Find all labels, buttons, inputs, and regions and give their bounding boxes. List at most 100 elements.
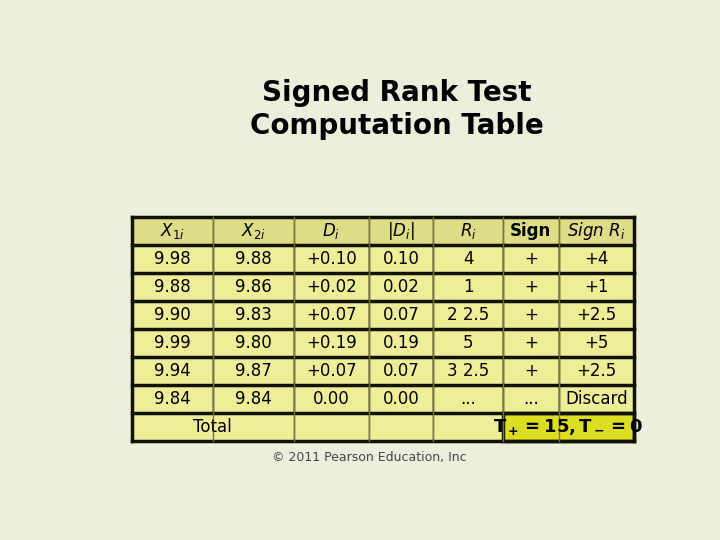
Text: +: +	[524, 362, 538, 380]
Bar	[369, 273, 433, 301]
Text: 9.90: 9.90	[154, 306, 191, 324]
Bar	[559, 385, 634, 413]
Bar	[503, 329, 559, 357]
Bar	[503, 385, 559, 413]
Text: $|D_i|$: $|D_i|$	[387, 220, 415, 241]
Bar	[132, 329, 213, 357]
Text: $R_i$: $R_i$	[459, 221, 477, 241]
Text: $\mathbf{T_+= 15, T_-= 0}$: $\mathbf{T_+= 15, T_-= 0}$	[493, 417, 644, 437]
Bar	[213, 217, 294, 245]
Text: Discard: Discard	[565, 390, 628, 408]
Bar	[294, 357, 369, 385]
Text: 1: 1	[463, 278, 473, 296]
Text: Total: Total	[194, 418, 232, 436]
Text: +0.07: +0.07	[306, 306, 356, 324]
Bar	[213, 301, 294, 329]
Bar	[132, 357, 213, 385]
Text: 9.84: 9.84	[235, 390, 271, 408]
Text: ...: ...	[460, 390, 476, 408]
Bar	[503, 217, 559, 245]
Bar	[213, 273, 294, 301]
Bar	[213, 357, 294, 385]
Bar	[503, 273, 559, 301]
Text: +2.5: +2.5	[576, 362, 616, 380]
Bar	[433, 217, 503, 245]
Text: 9.88: 9.88	[235, 249, 271, 268]
Text: +: +	[524, 278, 538, 296]
Text: Sign $R_i$: Sign $R_i$	[567, 220, 626, 241]
Bar	[559, 329, 634, 357]
Bar	[294, 245, 369, 273]
Bar	[503, 301, 559, 329]
Text: 9.83: 9.83	[235, 306, 271, 324]
Text: 9.86: 9.86	[235, 278, 271, 296]
Text: 9.80: 9.80	[235, 334, 271, 352]
Text: 9.84: 9.84	[154, 390, 191, 408]
Bar	[433, 245, 503, 273]
Bar	[433, 357, 503, 385]
Text: 5: 5	[463, 334, 473, 352]
Bar	[559, 217, 634, 245]
Text: 0.02: 0.02	[382, 278, 420, 296]
Text: +0.02: +0.02	[306, 278, 356, 296]
Bar	[433, 273, 503, 301]
Text: +4: +4	[584, 249, 608, 268]
Bar	[433, 329, 503, 357]
Bar	[213, 385, 294, 413]
Text: 2 2.5: 2 2.5	[447, 306, 489, 324]
Text: 9.99: 9.99	[154, 334, 191, 352]
Bar	[369, 329, 433, 357]
Bar	[132, 413, 294, 441]
Text: +0.10: +0.10	[306, 249, 356, 268]
Text: 3 2.5: 3 2.5	[447, 362, 489, 380]
Bar	[132, 245, 213, 273]
Bar	[433, 385, 503, 413]
Text: +: +	[524, 249, 538, 268]
Bar	[132, 385, 213, 413]
Text: $X_{2i}$: $X_{2i}$	[241, 221, 266, 241]
Bar	[132, 217, 213, 245]
Bar	[559, 245, 634, 273]
Text: +0.19: +0.19	[306, 334, 356, 352]
Bar	[213, 329, 294, 357]
Bar	[433, 413, 503, 441]
Bar	[503, 413, 634, 441]
Text: 9.87: 9.87	[235, 362, 271, 380]
Bar	[369, 385, 433, 413]
Text: +0.07: +0.07	[306, 362, 356, 380]
Text: +: +	[524, 334, 538, 352]
Bar	[369, 245, 433, 273]
Text: Sign: Sign	[510, 221, 552, 240]
Bar	[132, 273, 213, 301]
Bar	[294, 273, 369, 301]
Text: $X_{1i}$: $X_{1i}$	[160, 221, 184, 241]
Text: Signed Rank Test
Computation Table: Signed Rank Test Computation Table	[250, 79, 544, 140]
Bar	[369, 357, 433, 385]
Bar	[559, 357, 634, 385]
Bar	[294, 301, 369, 329]
Text: 0.00: 0.00	[383, 390, 420, 408]
Bar	[213, 245, 294, 273]
Text: 9.94: 9.94	[154, 362, 191, 380]
Bar	[294, 413, 369, 441]
Bar	[369, 413, 433, 441]
Bar	[559, 273, 634, 301]
Text: 9.88: 9.88	[154, 278, 191, 296]
Text: 9.98: 9.98	[154, 249, 191, 268]
Text: ...: ...	[523, 390, 539, 408]
Text: 4: 4	[463, 249, 473, 268]
Bar	[559, 301, 634, 329]
Text: 0.00: 0.00	[313, 390, 350, 408]
Text: 0.10: 0.10	[382, 249, 420, 268]
Text: +2.5: +2.5	[576, 306, 616, 324]
Text: +: +	[524, 306, 538, 324]
Bar	[294, 217, 369, 245]
Bar	[369, 301, 433, 329]
Text: $D_i$: $D_i$	[323, 221, 341, 241]
Text: 0.07: 0.07	[383, 306, 420, 324]
Bar	[433, 301, 503, 329]
Bar	[503, 245, 559, 273]
Bar	[369, 217, 433, 245]
Text: 0.19: 0.19	[382, 334, 420, 352]
Bar	[132, 301, 213, 329]
